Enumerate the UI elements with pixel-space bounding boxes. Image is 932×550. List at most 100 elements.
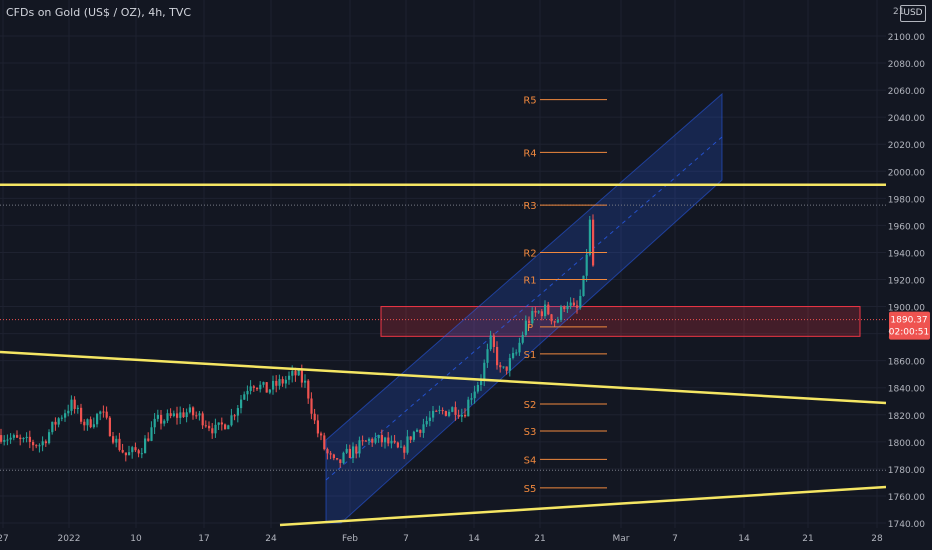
x-axis: 27 2022 10 17 24 Feb 7 14 21 Mar 7 14 21 28 bbox=[0, 528, 932, 550]
candle-body bbox=[153, 418, 156, 428]
candle-body bbox=[204, 425, 207, 427]
candle-body bbox=[284, 379, 287, 384]
x-tick-label: 17 bbox=[198, 534, 209, 544]
candle-body bbox=[211, 428, 214, 434]
candle-body bbox=[22, 437, 25, 440]
currency-badge[interactable]: USD bbox=[900, 5, 926, 22]
candle-body bbox=[320, 433, 323, 436]
candle-body bbox=[534, 310, 537, 313]
horizontal-lines bbox=[0, 183, 886, 471]
candle-body bbox=[214, 424, 217, 434]
candle-body bbox=[291, 371, 294, 376]
pivot-label: S3 bbox=[524, 427, 537, 438]
pivot-label: R5 bbox=[523, 96, 536, 107]
candle-body bbox=[464, 414, 467, 417]
y-tick-label: 1820.00 bbox=[888, 412, 925, 422]
candle-body bbox=[364, 440, 367, 442]
y-tick-label: 2060.00 bbox=[888, 87, 925, 97]
y-tick-label: 1780.00 bbox=[888, 466, 925, 476]
candle-body bbox=[137, 450, 140, 454]
candle-body bbox=[227, 425, 230, 430]
candle-body bbox=[339, 459, 342, 464]
candle-body bbox=[118, 438, 121, 450]
x-tick-label: 7 bbox=[403, 534, 409, 544]
candle-body bbox=[592, 219, 595, 266]
candle-body bbox=[131, 447, 134, 453]
candle-body bbox=[492, 335, 495, 347]
candle-body bbox=[278, 379, 281, 386]
candle-body bbox=[422, 424, 425, 433]
candle-body bbox=[99, 411, 102, 414]
candle-body bbox=[416, 429, 419, 432]
grid-lines bbox=[0, 0, 886, 540]
candle-body bbox=[531, 310, 534, 324]
candle-body bbox=[217, 422, 220, 425]
candle-body bbox=[115, 438, 118, 443]
pivot-label: R1 bbox=[523, 276, 536, 287]
candle-body bbox=[224, 424, 227, 430]
candle-body bbox=[342, 452, 345, 464]
candle-body bbox=[220, 422, 223, 425]
candle-body bbox=[326, 449, 329, 454]
candle-body bbox=[470, 398, 473, 400]
candle-body bbox=[259, 384, 262, 390]
candle-body bbox=[368, 438, 371, 442]
candle-body bbox=[473, 391, 476, 399]
candle-body bbox=[348, 448, 351, 458]
candle-body bbox=[444, 411, 447, 416]
candle-body bbox=[544, 304, 547, 317]
candle-body bbox=[563, 306, 566, 310]
candle-body bbox=[387, 437, 390, 444]
candle-body bbox=[9, 437, 12, 440]
candle-body bbox=[67, 410, 70, 414]
candle-body bbox=[288, 375, 291, 380]
candle-body bbox=[486, 349, 489, 363]
candle-body bbox=[400, 446, 403, 448]
candle-body bbox=[300, 370, 303, 383]
candle-body bbox=[112, 436, 115, 443]
candle-body bbox=[467, 399, 470, 417]
pivot-label: R2 bbox=[523, 248, 536, 259]
pivot-label: S2 bbox=[524, 400, 537, 411]
candle-body bbox=[51, 421, 54, 433]
candle-body bbox=[252, 386, 255, 388]
candle-body bbox=[502, 366, 505, 368]
pivot-label: R3 bbox=[523, 201, 536, 212]
candle-body bbox=[390, 440, 393, 444]
candle-body bbox=[105, 411, 108, 418]
candle-body bbox=[179, 412, 182, 418]
y-tick-label: 1840.00 bbox=[888, 385, 925, 395]
candle-body bbox=[96, 413, 99, 425]
y-tick-label: 1800.00 bbox=[888, 439, 925, 449]
x-tick-label: 14 bbox=[738, 534, 750, 544]
x-tick-label: 24 bbox=[265, 534, 277, 544]
candle-body bbox=[352, 446, 355, 458]
y-tick-label: 2020.00 bbox=[888, 141, 925, 151]
candle-body bbox=[182, 412, 185, 418]
candle-body bbox=[406, 436, 409, 453]
candle-body bbox=[553, 321, 556, 323]
candle-body bbox=[208, 425, 211, 429]
candle-body bbox=[156, 414, 159, 419]
candle-body bbox=[102, 411, 105, 413]
candle-body bbox=[297, 370, 300, 376]
last-price-value: 1890.37 bbox=[890, 316, 927, 326]
candle-body bbox=[249, 386, 252, 391]
candle-body bbox=[92, 424, 95, 428]
candle-body bbox=[38, 445, 41, 447]
candle-body bbox=[448, 411, 451, 416]
candle-body bbox=[304, 380, 307, 383]
candle-body bbox=[585, 254, 588, 276]
candle-body bbox=[150, 427, 153, 441]
candle-body bbox=[230, 415, 233, 426]
last-price-tag: 1890.37 02:00:51 bbox=[889, 311, 930, 340]
candle-body bbox=[41, 441, 44, 446]
candle-body bbox=[275, 380, 278, 386]
x-tick-label: 10 bbox=[130, 534, 142, 544]
pivot-label: S4 bbox=[524, 455, 537, 466]
y-tick-label: 1760.00 bbox=[888, 493, 925, 503]
regression-channel bbox=[325, 92, 723, 524]
candle-body bbox=[512, 353, 515, 359]
candle-body bbox=[428, 417, 431, 422]
